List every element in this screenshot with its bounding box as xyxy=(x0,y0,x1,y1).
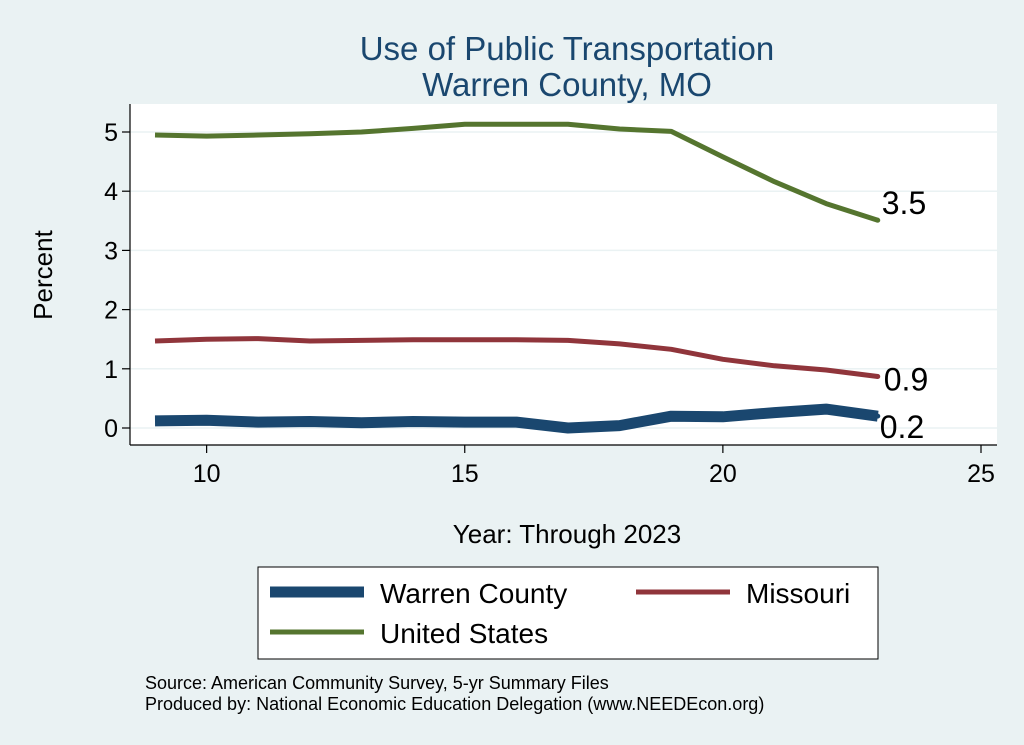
y-ticks: 0 1 2 3 4 5 xyxy=(104,119,130,443)
x-tick-label-25: 25 xyxy=(967,460,995,488)
y-tick-label-2: 2 xyxy=(104,297,118,325)
grid-lines xyxy=(130,131,997,429)
x-tick-label-10: 10 xyxy=(193,460,221,488)
end-label-united-states: 3.5 xyxy=(882,185,926,221)
y-tick-label-4: 4 xyxy=(104,178,118,206)
legend: Warren County Missouri United States xyxy=(257,566,879,660)
series-end-point-missouri xyxy=(875,373,881,379)
end-label-missouri: 0.9 xyxy=(884,361,928,397)
y-tick-label-3: 3 xyxy=(104,237,118,265)
series-end-point-warren-county xyxy=(875,413,881,419)
series-line-united-states xyxy=(154,121,879,223)
produced-by-note: Produced by: National Economic Education… xyxy=(145,694,764,714)
legend-label-missouri: Missouri xyxy=(746,578,850,609)
legend-label-warren-county: Warren County xyxy=(380,578,567,609)
y-tick-label-0: 0 xyxy=(104,415,118,443)
x-tick-label-15: 15 xyxy=(451,460,479,488)
legend-label-united-states: United States xyxy=(380,618,548,649)
series-lines xyxy=(154,121,881,434)
end-labels: 0.2 0.9 3.5 xyxy=(880,185,928,445)
y-axis-label: Percent xyxy=(28,229,58,319)
source-note: Source: American Community Survey, 5-yr … xyxy=(145,673,609,693)
series-line-missouri xyxy=(154,336,879,379)
y-tick-label-1: 1 xyxy=(104,356,118,384)
y-tick-label-5: 5 xyxy=(104,119,118,147)
legend-box xyxy=(257,566,879,660)
end-label-warren-county: 0.2 xyxy=(880,409,924,445)
x-ticks: 10 15 20 25 xyxy=(193,445,995,488)
x-axis-label: Year: Through 2023 xyxy=(453,519,681,549)
x-tick-label-20: 20 xyxy=(709,460,737,488)
plot-area xyxy=(130,104,997,445)
series-end-point-united-states xyxy=(875,217,881,223)
chart-title-line-1: Use of Public Transportation xyxy=(360,30,775,67)
chart-title-line-2: Warren County, MO xyxy=(422,66,712,103)
series-line-warren-county xyxy=(154,403,879,434)
